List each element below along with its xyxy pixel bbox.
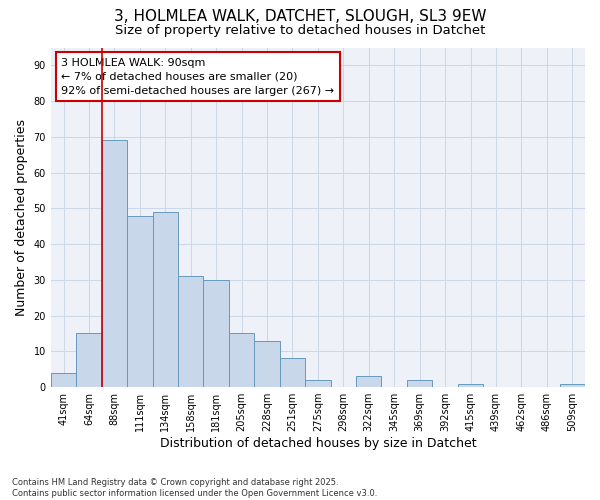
Bar xyxy=(560,384,585,387)
Bar xyxy=(407,380,433,387)
Text: 3 HOLMLEA WALK: 90sqm
← 7% of detached houses are smaller (20)
92% of semi-detac: 3 HOLMLEA WALK: 90sqm ← 7% of detached h… xyxy=(61,58,335,96)
Bar xyxy=(127,216,152,387)
Bar xyxy=(229,334,254,387)
Bar xyxy=(458,384,483,387)
Text: 3, HOLMLEA WALK, DATCHET, SLOUGH, SL3 9EW: 3, HOLMLEA WALK, DATCHET, SLOUGH, SL3 9E… xyxy=(114,9,486,24)
Text: Size of property relative to detached houses in Datchet: Size of property relative to detached ho… xyxy=(115,24,485,37)
Bar xyxy=(254,340,280,387)
Bar xyxy=(178,276,203,387)
Bar xyxy=(305,380,331,387)
Bar xyxy=(152,212,178,387)
Text: Contains HM Land Registry data © Crown copyright and database right 2025.
Contai: Contains HM Land Registry data © Crown c… xyxy=(12,478,377,498)
Bar xyxy=(356,376,382,387)
Y-axis label: Number of detached properties: Number of detached properties xyxy=(15,119,28,316)
Bar xyxy=(280,358,305,387)
Bar xyxy=(203,280,229,387)
Bar xyxy=(76,334,101,387)
Bar xyxy=(101,140,127,387)
Bar xyxy=(51,373,76,387)
X-axis label: Distribution of detached houses by size in Datchet: Distribution of detached houses by size … xyxy=(160,437,476,450)
